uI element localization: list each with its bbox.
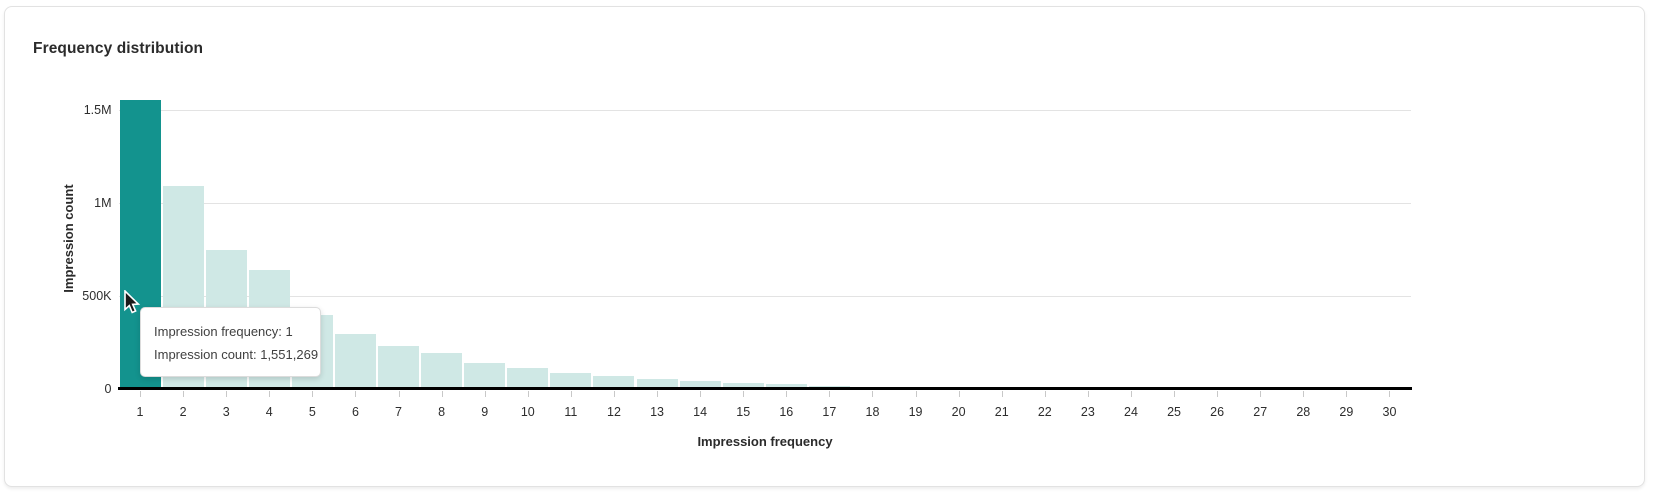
- x-tick-label-13: 13: [650, 405, 664, 419]
- bar-frequency-6[interactable]: [334, 333, 376, 389]
- x-tick-mark-15: [743, 391, 745, 397]
- x-tick-label-18: 18: [865, 405, 880, 419]
- chart-tooltip: Impression frequency: 1 Impression count…: [140, 307, 321, 377]
- x-tick-mark-3: [226, 391, 228, 397]
- x-tick-mark-12: [613, 391, 615, 397]
- x-tick-label-7: 7: [395, 405, 403, 419]
- frequency-distribution-card: Frequency distribution Impression count …: [4, 6, 1645, 487]
- bar-frequency-7[interactable]: [378, 345, 420, 389]
- frequency-distribution-chart: Impression count Impression frequency 0 5…: [5, 7, 1654, 498]
- x-tick-label-17: 17: [822, 405, 837, 419]
- x-tick-mark-11: [570, 391, 572, 397]
- x-tick-label-2: 2: [179, 405, 187, 419]
- x-tick-label-25: 25: [1167, 405, 1181, 419]
- tooltip-frequency-line: Impression frequency: 1: [154, 324, 293, 339]
- x-axis-title: Impression frequency: [697, 434, 833, 449]
- x-tick-mark-17: [829, 391, 831, 397]
- y-tick-label-1M: 1M: [94, 196, 112, 210]
- x-tick-mark-6: [355, 391, 357, 397]
- y-tick-label-500K: 500K: [82, 289, 112, 303]
- x-tick-label-3: 3: [222, 405, 230, 419]
- x-tick-mark-29: [1346, 391, 1348, 397]
- x-tick-mark-14: [700, 391, 702, 397]
- bar-frequency-12[interactable]: [593, 375, 635, 389]
- x-tick-label-23: 23: [1080, 405, 1095, 419]
- x-tick-label-21: 21: [994, 405, 1009, 419]
- x-tick-mark-30: [1389, 391, 1391, 397]
- x-axis-line: [118, 387, 1412, 390]
- gridline-1M: [118, 203, 1411, 204]
- x-tick-label-26: 26: [1210, 405, 1225, 419]
- x-tick-mark-19: [915, 391, 917, 397]
- x-tick-mark-16: [786, 391, 788, 397]
- x-tick-label-29: 29: [1339, 405, 1354, 419]
- x-tick-label-6: 6: [351, 405, 359, 419]
- x-tick-mark-9: [484, 391, 486, 397]
- bar-frequency-15[interactable]: [722, 383, 764, 389]
- x-tick-label-27: 27: [1253, 405, 1268, 419]
- x-tick-mark-24: [1130, 391, 1132, 397]
- x-tick-label-1: 1: [136, 405, 144, 419]
- x-tick-mark-5: [312, 391, 314, 397]
- x-tick-mark-28: [1303, 391, 1305, 397]
- bar-frequency-8[interactable]: [421, 352, 463, 389]
- x-tick-label-14: 14: [693, 405, 708, 419]
- x-tick-mark-21: [1001, 391, 1003, 397]
- x-tick-label-24: 24: [1124, 405, 1138, 419]
- x-tick-label-10: 10: [520, 405, 535, 419]
- x-tick-label-11: 11: [564, 405, 578, 419]
- x-tick-label-4: 4: [265, 405, 273, 419]
- bar-frequency-11[interactable]: [550, 372, 592, 389]
- x-tick-mark-25: [1174, 391, 1176, 397]
- x-tick-mark-20: [958, 391, 960, 397]
- x-tick-label-28: 28: [1296, 405, 1311, 419]
- mouse-cursor-icon: [124, 290, 141, 314]
- x-tick-mark-4: [269, 391, 271, 397]
- x-tick-mark-26: [1217, 391, 1219, 397]
- y-tick-label-1.5M: 1.5M: [83, 103, 112, 117]
- bar-frequency-14[interactable]: [679, 380, 721, 389]
- x-tick-label-9: 9: [481, 405, 489, 419]
- x-tick-label-5: 5: [308, 405, 316, 419]
- bar-frequency-13[interactable]: [636, 378, 678, 389]
- x-tick-mark-27: [1260, 391, 1262, 397]
- x-tick-mark-2: [183, 391, 185, 397]
- bar-frequency-16[interactable]: [765, 383, 807, 389]
- x-tick-mark-23: [1087, 391, 1089, 397]
- x-tick-mark-22: [1044, 391, 1046, 397]
- x-tick-mark-1: [140, 391, 142, 397]
- x-tick-label-20: 20: [951, 405, 966, 419]
- x-tick-label-16: 16: [779, 405, 794, 419]
- card-title: Frequency distribution: [33, 40, 204, 57]
- bar-frequency-9[interactable]: [464, 362, 506, 389]
- x-tick-mark-8: [441, 391, 443, 397]
- x-tick-label-22: 22: [1037, 405, 1052, 419]
- tooltip-count-line: Impression count: 1,551,269: [154, 347, 319, 362]
- bar-frequency-10[interactable]: [507, 367, 549, 389]
- y-tick-label-0: 0: [104, 382, 112, 396]
- x-tick-label-19: 19: [908, 405, 923, 419]
- x-tick-label-8: 8: [438, 405, 446, 419]
- x-tick-label-15: 15: [736, 405, 751, 419]
- x-tick-label-30: 30: [1382, 405, 1397, 419]
- x-tick-mark-10: [527, 391, 529, 397]
- gridline-1.5M: [118, 110, 1411, 111]
- x-tick-mark-18: [872, 391, 874, 397]
- x-tick-label-12: 12: [607, 405, 621, 419]
- x-tick-mark-13: [657, 391, 659, 397]
- y-axis-title: Impression count: [61, 184, 76, 293]
- gridline-500K: [118, 296, 1411, 297]
- x-tick-mark-7: [398, 391, 400, 397]
